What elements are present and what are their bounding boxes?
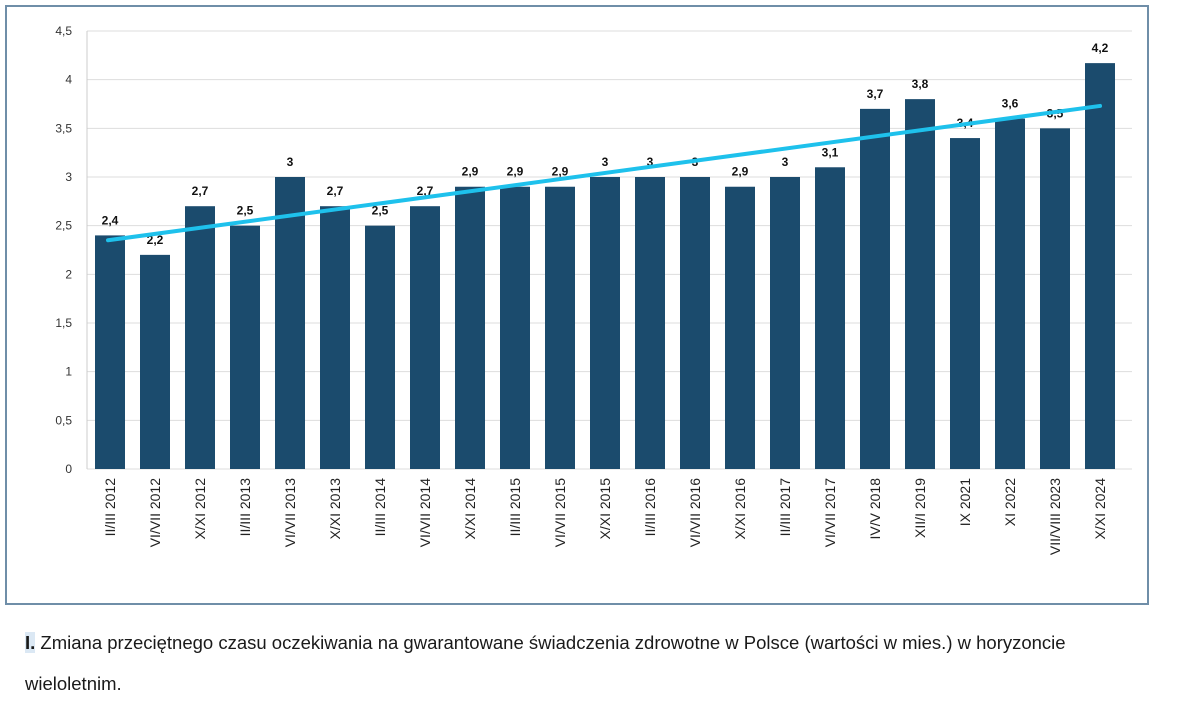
figure-caption: I. Zmiana przeciętnego czasu oczekiwania… <box>25 622 1155 704</box>
bar <box>455 186 485 469</box>
data-label: 2,7 <box>417 184 434 198</box>
x-tick-label: II/III 2016 <box>642 478 658 537</box>
x-tick-label: II/III 2015 <box>507 478 523 537</box>
bar <box>590 177 620 469</box>
data-label: 3 <box>602 155 609 169</box>
trend-line <box>106 103 1102 243</box>
y-tick-label: 1,5 <box>55 316 72 330</box>
x-tick-label: XI 2022 <box>1002 478 1018 526</box>
caption-number: I. <box>25 632 36 653</box>
x-tick-label: X/XI 2016 <box>732 478 748 540</box>
bar <box>635 177 665 469</box>
x-tick-label: VI/VII 2015 <box>552 478 568 547</box>
x-tick-label: X/XI 2024 <box>1092 478 1108 540</box>
data-label: 3,6 <box>1002 97 1019 111</box>
bar <box>545 186 575 469</box>
bar <box>410 206 440 469</box>
data-label: 2,9 <box>552 165 569 179</box>
x-tick-label: X/XI 2013 <box>327 478 343 540</box>
bar <box>860 108 890 469</box>
x-tick-label: VI/VII 2016 <box>687 478 703 547</box>
bar <box>905 99 935 469</box>
data-label: 2,4 <box>102 213 119 227</box>
x-tick-label: II/III 2014 <box>372 478 388 537</box>
bar-chart: 00,511,522,533,544,52,4II/III 20122,2VI/… <box>55 24 1132 555</box>
bar <box>275 177 305 469</box>
bar <box>815 167 845 469</box>
bar <box>500 186 530 469</box>
data-label: 4,2 <box>1092 41 1109 55</box>
x-tick-label: II/III 2013 <box>237 478 253 537</box>
x-tick-label: XII/I 2019 <box>912 478 928 538</box>
y-tick-label: 0 <box>65 462 72 476</box>
x-tick-label: II/III 2012 <box>102 478 118 537</box>
data-label: 3 <box>647 155 654 169</box>
x-tick-label: VI/VII 2012 <box>147 478 163 547</box>
x-tick-label: X/XI 2012 <box>192 478 208 540</box>
data-label: 2,7 <box>327 184 344 198</box>
bar <box>725 186 755 469</box>
x-tick-label: IV/V 2018 <box>867 478 883 540</box>
bar <box>1040 128 1070 470</box>
x-tick-label: VI/VII 2013 <box>282 478 298 547</box>
x-tick-label: X/XI 2015 <box>597 478 613 540</box>
x-tick-label: IX 2021 <box>957 478 973 526</box>
data-label: 2,7 <box>192 184 209 198</box>
y-tick-label: 1 <box>65 365 72 379</box>
bar <box>95 235 125 469</box>
data-label: 3,8 <box>912 77 929 91</box>
data-label: 3 <box>287 155 294 169</box>
data-label: 2,9 <box>462 165 479 179</box>
data-label: 2,9 <box>732 165 749 179</box>
x-tick-label: X/XI 2014 <box>462 478 478 540</box>
y-tick-label: 2,5 <box>55 219 72 233</box>
y-tick-label: 4,5 <box>55 24 72 38</box>
x-tick-label: VII/VIII 2023 <box>1047 478 1063 555</box>
bar <box>995 118 1025 469</box>
x-tick-label: II/III 2017 <box>777 478 793 537</box>
bar <box>320 206 350 469</box>
y-tick-label: 4 <box>65 73 72 87</box>
bar <box>140 254 170 469</box>
bar <box>230 225 260 469</box>
data-label: 3,7 <box>867 87 884 101</box>
data-label: 2,5 <box>372 204 389 218</box>
data-label: 2,9 <box>507 165 524 179</box>
y-tick-label: 2 <box>65 267 72 281</box>
bar <box>185 206 215 469</box>
bar <box>1085 63 1115 470</box>
y-tick-label: 3,5 <box>55 121 72 135</box>
data-label: 3 <box>782 155 789 169</box>
data-label: 2,5 <box>237 204 254 218</box>
data-label: 3,1 <box>822 145 839 159</box>
y-tick-label: 3 <box>65 170 72 184</box>
x-tick-label: VI/VII 2017 <box>822 478 838 547</box>
bar <box>365 225 395 469</box>
bar <box>950 138 980 470</box>
y-tick-label: 0,5 <box>55 413 72 427</box>
bar <box>770 177 800 469</box>
caption-text: Zmiana przeciętnego czasu oczekiwania na… <box>25 632 1066 694</box>
x-tick-label: VI/VII 2014 <box>417 478 433 547</box>
bar <box>680 177 710 469</box>
